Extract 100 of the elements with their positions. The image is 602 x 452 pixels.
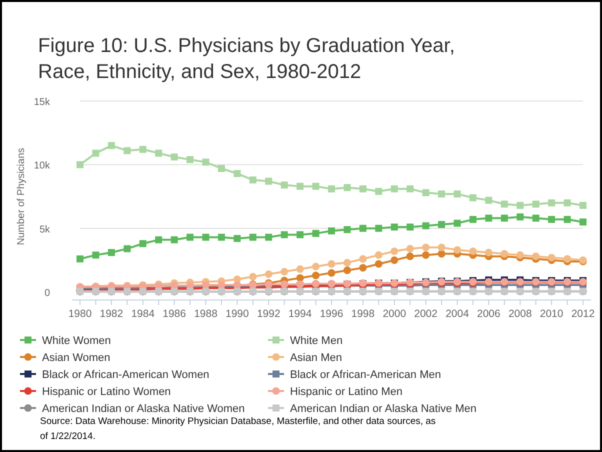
x-tick-label: 2004 — [446, 308, 470, 320]
legend-label: Asian Women — [42, 352, 110, 364]
point — [453, 246, 462, 254]
point — [280, 182, 288, 189]
point — [139, 146, 146, 153]
point — [516, 202, 524, 209]
x-tick-label: 1984 — [131, 308, 155, 320]
point — [563, 255, 572, 263]
point — [469, 247, 477, 256]
x-tick-label: 1980 — [68, 308, 92, 320]
source-note: Source: Data Warehouse: Minority Physician Database, Masterfile, and other data sources, as of 1/22/2014. — [40, 416, 436, 442]
point — [312, 280, 320, 288]
point — [438, 250, 446, 258]
point — [296, 231, 304, 238]
point — [296, 274, 304, 282]
chart-title: Figure 10: U.S. Physicians by Graduation Year, Race, Ethnicity, and Sex, 1980-2012 — [38, 35, 455, 83]
x-tick-label: 1992 — [256, 308, 280, 320]
point — [170, 154, 178, 161]
point — [532, 252, 540, 260]
point — [359, 264, 367, 272]
point — [422, 189, 430, 196]
point — [155, 236, 162, 244]
legend-label: Hispanic or Latino Women — [42, 386, 171, 398]
point — [280, 231, 288, 238]
point — [532, 214, 540, 222]
point — [328, 260, 336, 268]
point — [76, 255, 84, 262]
point — [249, 272, 257, 281]
point — [312, 262, 320, 270]
point — [265, 178, 272, 185]
point — [296, 265, 304, 273]
point — [390, 185, 398, 192]
legend-label: American Indian or Alaska Native Women — [42, 403, 245, 415]
x-tick-label: 2000 — [382, 308, 406, 320]
y-tick-label: 0 — [44, 288, 50, 299]
point — [328, 227, 335, 234]
point — [92, 252, 100, 259]
legend-label: Black or African-American Women — [42, 369, 210, 381]
point — [438, 221, 446, 228]
point — [124, 147, 131, 154]
point — [139, 240, 146, 248]
point — [328, 185, 335, 192]
legend-label: White Men — [290, 335, 343, 347]
point — [375, 224, 382, 232]
point — [548, 254, 556, 262]
x-tick-label: 1996 — [320, 308, 344, 320]
point — [249, 234, 256, 241]
point — [249, 176, 256, 184]
point — [485, 214, 492, 222]
point — [406, 185, 414, 192]
point — [202, 158, 210, 166]
point — [218, 164, 225, 172]
point — [485, 196, 492, 204]
legend-label: Black or African-American Men — [290, 369, 441, 381]
legend-label: Asian Men — [290, 352, 342, 364]
point — [344, 226, 351, 234]
point — [390, 256, 398, 264]
x-tick-label: 2012 — [571, 308, 595, 320]
point — [374, 260, 382, 268]
point — [422, 222, 430, 230]
point — [155, 150, 162, 157]
point — [564, 216, 571, 223]
point — [438, 190, 446, 198]
legend-label: American Indian or Alaska Native Men — [290, 403, 476, 415]
x-tick-label: 1998 — [351, 308, 375, 320]
x-tick-label: 2008 — [508, 308, 532, 320]
point — [532, 200, 540, 208]
point — [264, 270, 272, 278]
x-tick-label: 2002 — [414, 308, 438, 320]
point — [218, 234, 225, 241]
point — [108, 249, 115, 256]
point — [280, 268, 288, 276]
point — [359, 185, 366, 192]
point — [438, 244, 446, 252]
point — [422, 244, 430, 252]
point — [500, 250, 508, 258]
point — [186, 234, 194, 241]
x-tick-label: 1994 — [288, 308, 312, 320]
point — [580, 202, 586, 209]
point — [548, 216, 556, 223]
y-tick-label: 5k — [39, 224, 51, 236]
point — [234, 170, 241, 178]
point — [406, 244, 414, 253]
point — [76, 161, 84, 168]
point — [343, 258, 352, 267]
point — [500, 214, 508, 222]
point — [469, 216, 476, 223]
point — [422, 251, 430, 259]
point — [516, 251, 524, 259]
point — [406, 224, 414, 231]
point — [312, 230, 320, 237]
point — [344, 184, 351, 192]
y-axis-title: Number of Physicians — [16, 148, 27, 246]
legend-label: White Women — [42, 335, 111, 347]
point — [186, 156, 194, 164]
x-tick-label: 2010 — [540, 308, 564, 320]
point — [580, 218, 586, 226]
x-tick-label: 1986 — [162, 308, 186, 320]
legend-label: Hispanic or Latino Men — [290, 386, 403, 398]
point — [516, 213, 524, 220]
